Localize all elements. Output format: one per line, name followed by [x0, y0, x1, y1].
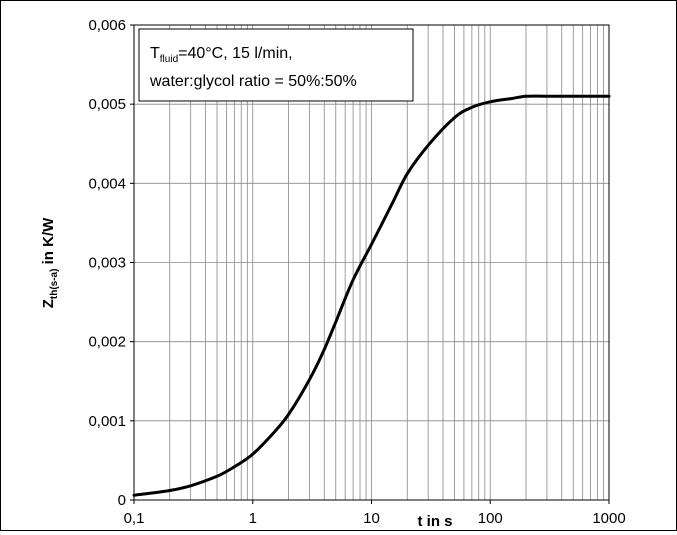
y-tick-label: 0,004: [88, 175, 126, 192]
x-axis-label: t in s: [417, 513, 452, 530]
x-tick-label: 1: [249, 510, 257, 527]
series-line-0: [132, 94, 611, 497]
annotation-line-2: water:glycol ratio = 50%:50%: [149, 73, 357, 90]
x-tick-label: 100: [478, 510, 503, 527]
annotation-line-1: Tfluid=40°C, 15 l/min,: [150, 45, 293, 65]
series-layer: [132, 94, 611, 497]
y-tick-label: 0: [118, 492, 126, 509]
annotation-box: [138, 28, 414, 102]
y-tick-label: 0,005: [88, 96, 126, 113]
y-axis-label-subscript: th(s-a): [49, 269, 60, 300]
y-tick-label: 0,003: [88, 255, 126, 272]
y-axis-label-main: Z: [40, 299, 57, 308]
x-tick-label: 10: [363, 510, 380, 527]
annotation-rest: =40°C, 15 l/min,: [178, 45, 292, 62]
y-axis-label-rest: in K/W: [40, 217, 57, 269]
y-tick-label: 0,001: [88, 413, 126, 430]
annotation-symbol: T: [150, 45, 160, 62]
y-tick-label: 0,002: [88, 334, 126, 351]
x-tick-label: 1000: [592, 510, 625, 527]
y-axis-label: Zth(s-a) in K/W: [40, 217, 60, 308]
grid-layer: [134, 25, 609, 500]
y-tick-label: 0,006: [88, 17, 126, 34]
ticks-layer: 0 0,001 0,002 0,003 0,004 0,005 0,006 0,1 1 10 100…: [88, 17, 625, 527]
annotation-subscript: fluid: [160, 54, 178, 65]
x-tick-label: 0,1: [124, 510, 145, 527]
